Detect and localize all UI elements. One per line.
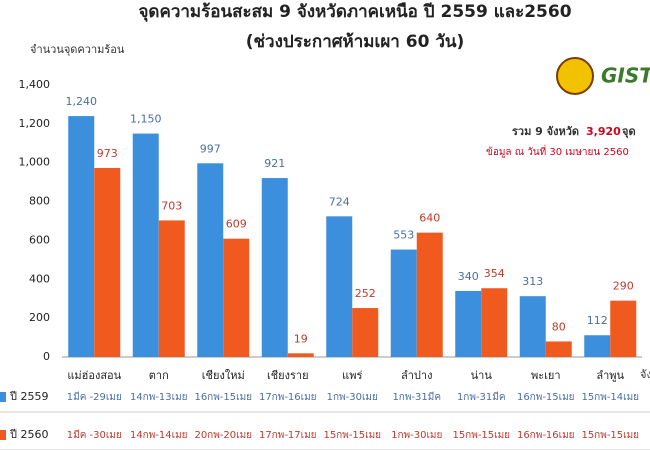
bar	[223, 238, 250, 357]
x-tick-label: เชียงใหม่	[202, 369, 245, 382]
period-label: 17กพ-17เมย	[259, 430, 317, 441]
y-tick-label: 0	[43, 350, 50, 363]
bar	[455, 290, 482, 357]
bar	[352, 308, 379, 357]
chart-subtitle: (ช่วงประกาศห้ามเผา 60 วัน)	[246, 32, 465, 52]
source-note: ข้อมูล ณ วันที่ 30 เมษายน 2560	[486, 144, 629, 158]
bar	[416, 232, 443, 357]
period-label: 17กพ-16เมย	[259, 392, 317, 403]
period-label: 1กพ-30เมย	[391, 430, 442, 441]
period-label: 20กพ-20เมย	[194, 430, 252, 441]
value-label: 553	[393, 229, 414, 242]
period-label: 1กพ-31มีค	[392, 391, 441, 403]
period-label: 15กพ-15เมย	[581, 430, 639, 441]
period-label: 14กพ-14เมย	[130, 430, 188, 441]
bar	[390, 249, 417, 357]
x-tick-label: ลำพูน	[596, 369, 624, 382]
y-tick-label: 1,000	[19, 156, 51, 169]
y-tick-label: 200	[29, 311, 50, 324]
value-label: 1,240	[66, 95, 98, 108]
total-prefix: รวม 9 จังหวัด	[512, 125, 579, 138]
period-label: 1มีค -29เมย	[67, 391, 122, 403]
bar	[287, 353, 314, 357]
x-tick-label: ลำปาง	[401, 369, 432, 382]
legend-label: ปี 2559	[9, 390, 49, 403]
period-label: 14กพ-13เมย	[130, 392, 188, 403]
value-label: 340	[458, 270, 479, 283]
x-tick-label: น่าน	[471, 369, 493, 382]
value-label: 19	[294, 332, 308, 345]
bar	[197, 163, 224, 357]
x-tick-label: พะเยา	[531, 369, 561, 382]
legend-swatch	[0, 392, 6, 402]
value-label: 112	[587, 314, 608, 327]
bar	[158, 220, 185, 357]
period-label: 15กพ-15เมย	[452, 430, 510, 441]
x-axis-label: จังหวัด	[640, 368, 650, 381]
y-axis-label: จำนวนจุดความร้อน	[30, 43, 125, 56]
bar	[519, 296, 546, 357]
period-label: 1มีค -30เมย	[67, 429, 122, 441]
value-label: 997	[200, 142, 221, 155]
value-label: 290	[613, 280, 634, 293]
legend-swatch	[0, 430, 6, 440]
value-label: 973	[97, 147, 118, 160]
period-label: 15กพ-14เมย	[581, 392, 639, 403]
period-label: 16กพ-16เมย	[517, 430, 575, 441]
value-label: 313	[522, 275, 543, 288]
bar	[94, 167, 121, 357]
period-label: 16กพ-15เมย	[517, 392, 575, 403]
bar	[584, 335, 611, 357]
value-label: 640	[419, 212, 440, 225]
value-label: 80	[552, 320, 566, 333]
logo-text: GISTDA	[601, 64, 650, 88]
x-tick-label: เชียงราย	[267, 369, 309, 382]
bar	[261, 178, 288, 357]
total-suffix: จุด	[622, 125, 636, 139]
y-tick-label: 800	[29, 195, 50, 208]
period-label: 16กพ-15เมย	[194, 392, 252, 403]
period-label: 1กพ-30เมย	[327, 392, 378, 403]
total-value: 3,920	[586, 125, 621, 138]
bar	[326, 216, 353, 357]
value-label: 724	[329, 195, 350, 208]
legend-label: ปี 2560	[9, 428, 49, 441]
logo-emblem	[556, 57, 594, 95]
bar	[610, 300, 637, 357]
x-tick-label: แม่ฮ่องสอน	[67, 369, 121, 382]
y-tick-label: 400	[29, 272, 50, 285]
y-tick-label: 1,200	[19, 117, 51, 130]
x-tick-label: แพร่	[342, 369, 362, 382]
bar	[132, 133, 159, 357]
chart-title: จุดความร้อนสะสม 9 จังหวัดภาคเหนือ ปี 255…	[138, 1, 571, 22]
bar	[481, 288, 508, 357]
bar	[545, 341, 572, 357]
value-label: 609	[226, 218, 247, 231]
value-label: 703	[161, 199, 182, 212]
bar	[68, 116, 95, 357]
value-label: 1,150	[130, 113, 162, 126]
period-label: 1กพ-31มีค	[457, 391, 506, 403]
value-label: 921	[264, 157, 285, 170]
period-label: 15กพ-15เมย	[323, 430, 381, 441]
value-label: 354	[484, 267, 505, 280]
y-tick-label: 1,400	[19, 78, 51, 91]
value-label: 252	[355, 287, 376, 300]
y-tick-label: 600	[29, 233, 50, 246]
x-tick-label: ตาก	[149, 369, 169, 382]
